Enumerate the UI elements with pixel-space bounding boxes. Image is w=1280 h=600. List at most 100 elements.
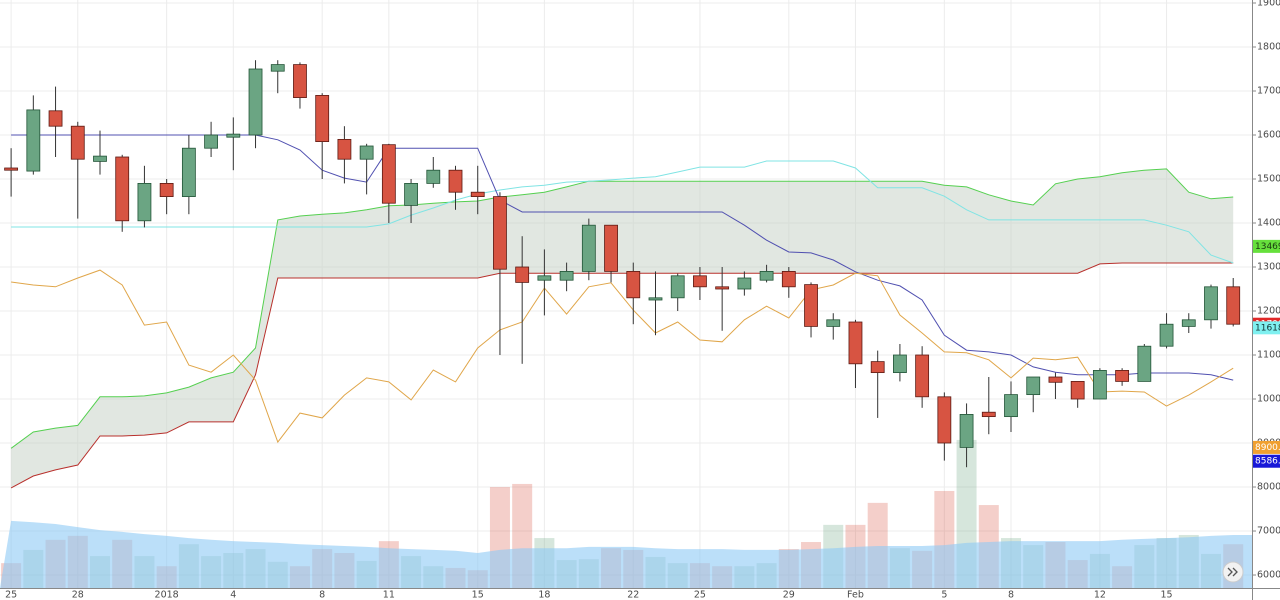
candle-body (648, 297, 663, 301)
candle-body (1226, 286, 1241, 325)
y-tick-label: 8000 (1257, 482, 1280, 493)
candle-body (204, 134, 218, 149)
candle-body (1004, 394, 1018, 418)
candle-body (937, 396, 952, 444)
candle-body (359, 145, 374, 160)
candle-body (1070, 381, 1085, 400)
candle-body (1026, 376, 1041, 396)
candle-body (559, 271, 574, 281)
candle-body (893, 354, 907, 374)
candle-body (581, 224, 596, 272)
candle-body (93, 155, 107, 162)
axes: 6000700080009000100001100012000130001400… (5, 0, 1280, 600)
y-tick-label: 15000 (1257, 174, 1280, 185)
x-tick-label: 25 (694, 590, 706, 600)
x-tick-label: 8 (319, 590, 325, 600)
candle-body (737, 277, 752, 290)
x-tick-label: 15 (472, 590, 484, 600)
candle-body (826, 319, 841, 327)
candle-body (270, 64, 285, 72)
y-tick-label: 18000 (1257, 41, 1280, 52)
scroll-button[interactable] (1222, 561, 1244, 583)
x-tick-label: 5 (941, 590, 947, 600)
x-tick-label: 12 (1094, 590, 1106, 600)
price-tag (1253, 440, 1280, 454)
y-tick-label: 14000 (1257, 218, 1280, 229)
candle-body (26, 109, 41, 172)
y-tick-label: 6000 (1257, 570, 1280, 581)
cloud-fill (11, 168, 1234, 488)
candle-body (515, 266, 530, 283)
x-tick-label: 8 (1008, 590, 1014, 600)
candle-body (1181, 319, 1196, 327)
price-tag (1253, 239, 1280, 253)
cloud-line (10, 262, 1234, 489)
candle-body (159, 183, 174, 198)
x-tick-label: 25 (5, 590, 17, 600)
indicator-line (11, 269, 1234, 444)
candle-body (426, 169, 441, 184)
candle-body (1115, 370, 1130, 382)
x-tick-label: 22 (627, 590, 639, 600)
candle-body (804, 284, 818, 327)
scroll-icon[interactable] (1227, 567, 1238, 577)
candle-body (759, 271, 774, 281)
candle-body (537, 275, 552, 281)
y-tick-label: 17000 (1257, 85, 1280, 96)
candle-body (293, 64, 307, 98)
y-tick-label: 16000 (1257, 129, 1280, 140)
candle-body (848, 321, 863, 365)
price-tag-label: 8900.0 (1255, 443, 1280, 453)
x-tick-label: Feb (847, 590, 864, 600)
candle-body (715, 286, 730, 290)
candles (4, 60, 1241, 468)
x-tick-label: 18 (538, 590, 550, 600)
candle-body (1048, 376, 1063, 383)
candle-body (1159, 323, 1174, 347)
candle-body (1204, 286, 1218, 321)
price-tag-label: 8586.0 (1255, 457, 1280, 467)
cloud (10, 168, 1234, 489)
x-tick-label: 29 (783, 590, 795, 600)
candle-body (626, 271, 641, 299)
candle-body (604, 224, 618, 272)
volume-ma-area (0, 520, 1252, 588)
candle-body (337, 138, 352, 160)
candle-body (404, 183, 418, 206)
y-tick-label: 7000 (1257, 526, 1280, 537)
y-tick-label: 19000 (1257, 0, 1280, 8)
y-tick-label: 11000 (1257, 350, 1280, 361)
candle-body (470, 191, 485, 198)
candle-body (4, 167, 19, 171)
x-tick-label: 15 (1161, 590, 1173, 600)
candle-body (493, 196, 507, 270)
y-tick-label: 13000 (1257, 262, 1280, 273)
candle-body (670, 275, 685, 299)
candle-body (915, 354, 930, 398)
price-tag (1253, 321, 1280, 335)
candle-body (959, 414, 974, 448)
candle-body (981, 411, 996, 418)
candle-body (1092, 370, 1107, 400)
candle-body (48, 110, 63, 127)
candle-body (137, 183, 152, 222)
x-tick-label: 4 (230, 590, 236, 600)
candle-body (781, 271, 796, 288)
candle-body (181, 147, 196, 198)
price-tag-label: 13469. (1255, 242, 1280, 252)
candle-body (115, 156, 130, 222)
cloud-line (10, 168, 1234, 449)
candle-body (315, 94, 330, 142)
candle-body (226, 133, 241, 138)
candle-body (381, 144, 396, 204)
price-tag (1253, 454, 1280, 468)
candle-body (1137, 345, 1152, 382)
scroll-circle[interactable] (1222, 561, 1244, 583)
candle-body (248, 68, 263, 136)
candle-body (693, 275, 707, 288)
y-tick-label: 12000 (1257, 306, 1280, 317)
candle-body (448, 169, 463, 193)
